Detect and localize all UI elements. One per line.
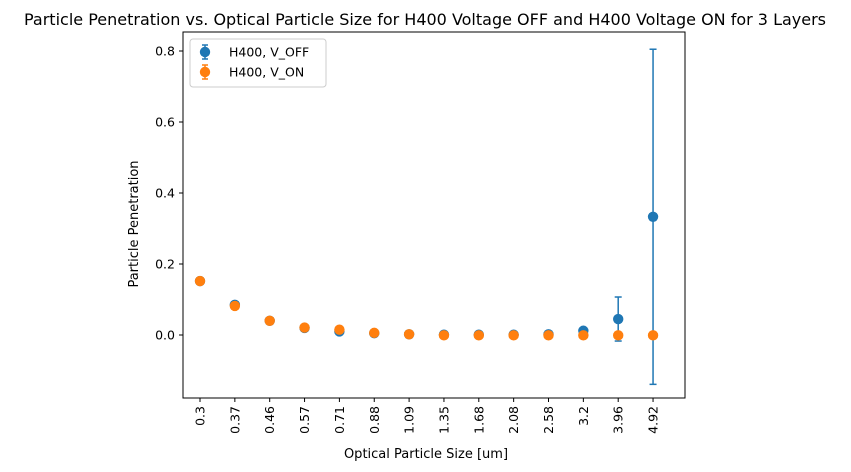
y-tick-label: 0.2 bbox=[155, 257, 175, 272]
data-point bbox=[299, 322, 310, 333]
data-point bbox=[369, 327, 380, 339]
x-axis-label: Optical Particle Size [um] bbox=[344, 447, 508, 462]
legend-box bbox=[189, 38, 327, 88]
legend-label: H400, V_OFF bbox=[229, 45, 309, 60]
legend-label: H400, V_ON bbox=[229, 65, 304, 80]
x-tick-label: 0.71 bbox=[332, 406, 347, 434]
y-tick-label: 0.0 bbox=[155, 328, 175, 343]
legend-marker bbox=[199, 46, 211, 58]
data-point bbox=[438, 330, 450, 341]
legend-marker bbox=[199, 66, 211, 78]
x-tick-label: 1.09 bbox=[402, 406, 417, 434]
x-tick-label: 0.57 bbox=[297, 406, 312, 434]
series-v-off bbox=[194, 48, 659, 386]
plot-frame bbox=[182, 31, 686, 399]
x-tick-label: 3.96 bbox=[611, 406, 626, 434]
data-point bbox=[194, 275, 206, 287]
x-tick-label: 2.08 bbox=[506, 406, 521, 434]
data-point bbox=[334, 324, 345, 335]
y-tick-label: 0.8 bbox=[155, 44, 175, 59]
y-axis-label: Particle Penetration bbox=[127, 160, 142, 287]
x-tick-label: 0.46 bbox=[262, 406, 277, 434]
data-point bbox=[578, 330, 589, 341]
y-tick-label: 0.4 bbox=[155, 186, 175, 201]
data-point bbox=[403, 329, 415, 340]
data-point bbox=[647, 211, 659, 222]
x-tick-label: 4.92 bbox=[646, 406, 661, 434]
x-tick-label: 2.58 bbox=[541, 406, 556, 434]
data-point bbox=[508, 330, 519, 341]
data-point bbox=[473, 330, 484, 341]
data-point bbox=[543, 330, 554, 341]
x-tick-label: 3.2 bbox=[576, 406, 591, 426]
data-point bbox=[264, 315, 275, 326]
series-v-on bbox=[194, 275, 659, 341]
x-tick-label: 0.3 bbox=[193, 406, 208, 426]
data-point bbox=[647, 330, 659, 341]
x-tick-label: 0.88 bbox=[367, 406, 382, 434]
legend: H400, V_OFF H400, V_ON bbox=[189, 38, 327, 88]
chart-title: Particle Penetration vs. Optical Particl… bbox=[24, 10, 826, 29]
x-tick-label: 1.68 bbox=[471, 406, 486, 434]
data-point bbox=[229, 300, 241, 312]
data-point bbox=[613, 330, 624, 341]
data-point bbox=[613, 313, 624, 325]
x-tick-label: 1.35 bbox=[436, 406, 451, 434]
x-tick-label: 0.37 bbox=[227, 406, 242, 434]
plot-area: 0.0 0.2 0.4 0.6 0.8 0.3 0.37 0.46 0.57 0.71 0.88 1.… bbox=[155, 31, 686, 434]
y-tick-label: 0.6 bbox=[155, 115, 175, 130]
